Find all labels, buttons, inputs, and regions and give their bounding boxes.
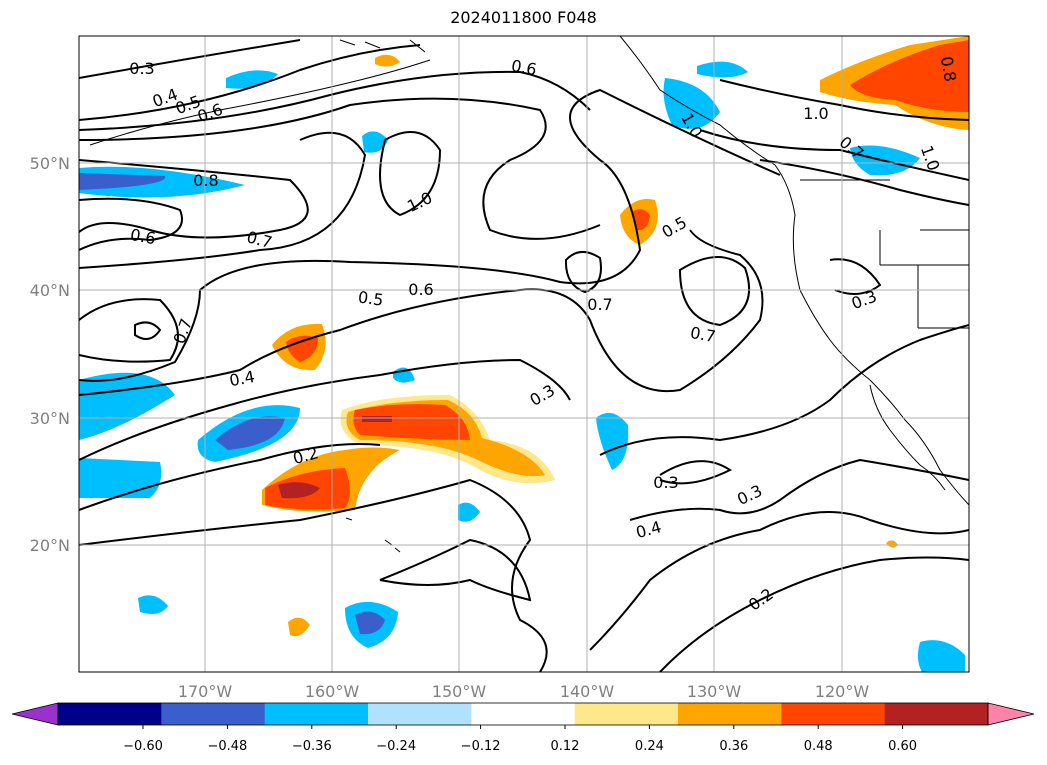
contour-label: 0.7 — [689, 323, 717, 346]
colorbar: −0.60 −0.48 −0.36 −0.24 −0.12 0.12 0.24 0.36 0.4… — [11, 702, 1035, 754]
lon-label-170w: 170°W — [178, 682, 233, 701]
latitude-labels: 50°N 40°N 30°N 20°N — [30, 154, 70, 555]
lon-label-120w: 120°W — [815, 682, 870, 701]
lon-label-160w: 160°W — [305, 682, 360, 701]
colorbar-segment — [781, 703, 886, 725]
colorbar-tick-label: 0.12 — [551, 739, 580, 754]
colorbar-tick-label: −0.24 — [376, 739, 416, 754]
colorbar-tick-label: −0.12 — [461, 739, 501, 754]
contour-label: 0.6 — [510, 56, 538, 79]
contour-label: 0.6 — [129, 225, 157, 248]
colorbar-tick-label: 0.24 — [635, 739, 664, 754]
lat-label-50n: 50°N — [30, 154, 70, 173]
lat-label-40n: 40°N — [30, 281, 70, 300]
colorbar-segment — [58, 703, 162, 725]
colorbar-segments — [58, 703, 989, 725]
graticule — [79, 36, 969, 672]
contour-label: 0.5 — [357, 287, 385, 309]
lat-label-20n: 20°N — [30, 536, 70, 555]
colorbar-segment — [471, 703, 576, 725]
colorbar-extend-low — [11, 702, 59, 726]
contour-label: 1.0 — [803, 104, 828, 123]
lon-label-150w: 150°W — [432, 682, 487, 701]
coastlines — [89, 36, 969, 553]
colorbar-segment — [161, 703, 266, 725]
map-frame — [78, 35, 970, 673]
colorbar-tick-label: −0.36 — [292, 739, 332, 754]
colorbar-tick-label: 0.48 — [804, 739, 833, 754]
contour-label: 0.8 — [937, 55, 960, 83]
colorbar-frame — [57, 702, 989, 726]
shaded-fields — [79, 36, 969, 672]
lat-label-30n: 30°N — [30, 409, 70, 428]
contour-label: 0.6 — [408, 280, 433, 299]
lon-label-140w: 140°W — [560, 682, 615, 701]
colorbar-segment — [678, 703, 782, 725]
colorbar-segment — [264, 703, 369, 725]
contour-label: 0.3 — [129, 59, 154, 78]
map-area — [79, 36, 969, 672]
contour-label: 0.4 — [228, 367, 256, 390]
contour-lines — [79, 39, 969, 672]
colorbar-extend-high — [987, 702, 1035, 726]
longitude-labels: 170°W 160°W 150°W 140°W 130°W 120°W — [178, 682, 870, 701]
colorbar-segment — [574, 703, 679, 725]
colorbar-segment — [884, 703, 989, 725]
colorbar-tick-label: −0.60 — [123, 739, 163, 754]
colorbar-tick-label: 0.36 — [719, 739, 748, 754]
contour-label: 0.7 — [587, 295, 612, 314]
chart-title: 2024011800 F048 — [450, 8, 597, 27]
colorbar-segment — [368, 703, 472, 725]
contour-label: 0.8 — [193, 171, 218, 190]
lon-label-130w: 130°W — [687, 682, 742, 701]
contour-label: 0.3 — [653, 473, 678, 492]
colorbar-tick-label: −0.48 — [207, 739, 247, 754]
colorbar-tick-label: 0.60 — [888, 739, 917, 754]
colorbar-ticks: −0.60 −0.48 −0.36 −0.24 −0.12 0.12 0.24 0.36 0.4… — [123, 725, 917, 754]
